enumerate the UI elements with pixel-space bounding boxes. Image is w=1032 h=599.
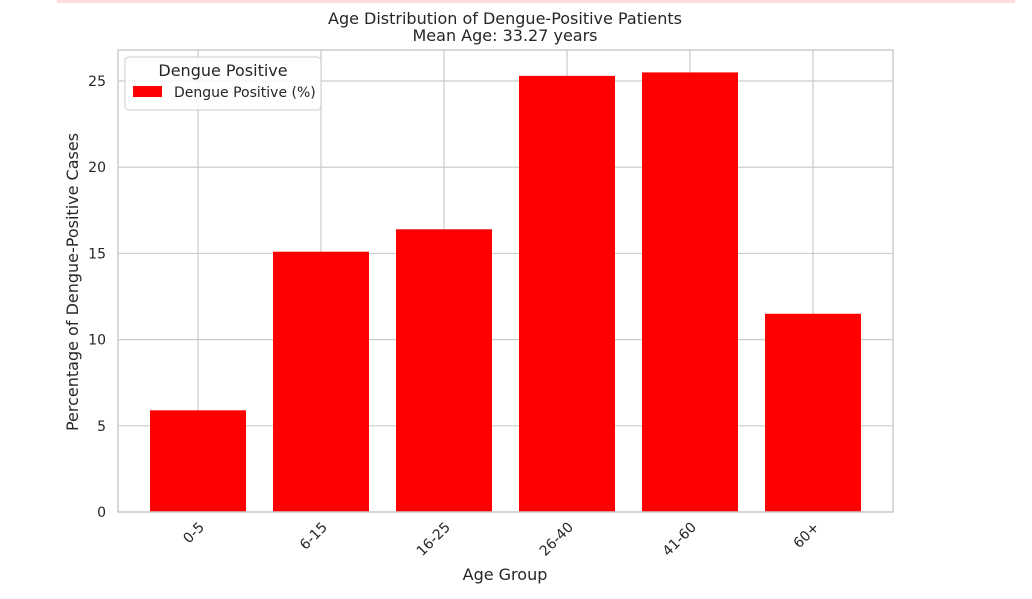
y-tick-label: 0: [97, 505, 106, 521]
x-tick-label: 0-5: [180, 520, 207, 547]
y-tick-label: 5: [97, 419, 106, 435]
bar: [642, 72, 738, 512]
y-tick-label: 15: [88, 246, 106, 262]
bar: [765, 313, 861, 512]
legend-title: Dengue Positive: [158, 61, 287, 80]
y-axis-label: Percentage of Dengue-Positive Cases: [63, 133, 82, 431]
legend-swatch: [133, 86, 162, 97]
chart-subtitle: Mean Age: 33.27 years: [412, 26, 597, 45]
top-banner-strip: [57, 0, 1015, 3]
plot-frame: [117, 49, 894, 513]
x-tick-label: 60+: [791, 520, 823, 552]
bars: [150, 72, 861, 513]
y-tick-labels: 0 5 10 15 20 25: [88, 74, 106, 521]
y-tick-label: 10: [88, 333, 106, 349]
legend-entry-label: Dengue Positive (%): [174, 85, 316, 101]
bar: [519, 75, 615, 512]
y-tick-label: 20: [88, 160, 106, 176]
plot-background: [118, 50, 893, 512]
x-tick-label: 6-15: [297, 520, 331, 554]
chart-title: Age Distribution of Dengue-Positive Pati…: [328, 9, 682, 28]
legend: Dengue Positive Dengue Positive (%): [124, 56, 322, 111]
bar: [150, 410, 246, 512]
x-tick-label: 26-40: [537, 520, 577, 560]
x-tick-label: 16-25: [414, 520, 454, 560]
y-tick-label: 25: [88, 74, 106, 90]
legend-box: [124, 56, 322, 111]
bar: [273, 251, 369, 512]
x-tick-labels: 0-5 6-15 16-25 26-40 41-60 60+: [180, 520, 822, 560]
bar: [396, 229, 492, 513]
x-tick-label: 41-60: [660, 520, 700, 560]
x-axis-label: Age Group: [463, 565, 548, 584]
